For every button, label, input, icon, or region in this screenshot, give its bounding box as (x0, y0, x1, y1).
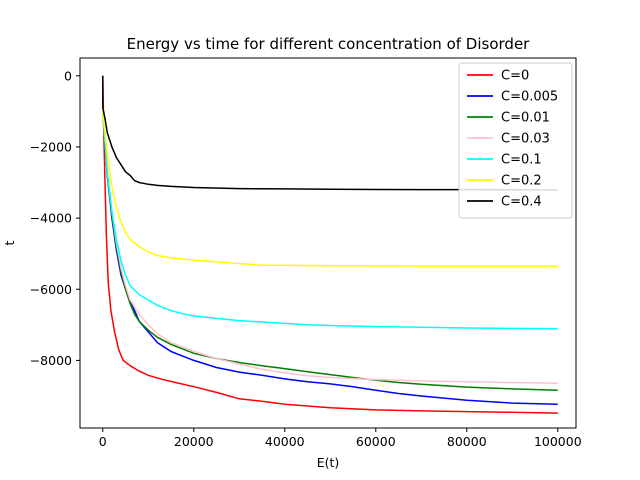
series-line-4 (102, 111, 558, 330)
x-tick-label-5: 100000 (534, 434, 582, 449)
x-tick-label-1: 20000 (174, 434, 214, 449)
y-tick-label-3: −6000 (30, 282, 72, 297)
legend-label-4: C=0.1 (501, 153, 542, 168)
x-axis-label: E(t) (317, 455, 340, 470)
x-tick-label-4: 80000 (447, 434, 487, 449)
legend-label-0: C=0 (501, 69, 529, 84)
y-tick-label-1: −2000 (30, 139, 72, 154)
series-line-6 (102, 75, 558, 191)
legend-label-3: C=0.03 (501, 132, 550, 147)
legend-label-1: C=0.005 (501, 90, 558, 105)
plot-lines (102, 75, 558, 414)
series-line-2 (102, 111, 558, 392)
y-axis-label: t (2, 240, 17, 245)
x-tick-label-0: 0 (99, 434, 107, 449)
series-line-0 (102, 75, 558, 414)
x-tick-label-2: 40000 (265, 434, 305, 449)
y-tick-label-2: −4000 (30, 211, 72, 226)
y-tick-label-4: −8000 (30, 353, 72, 368)
x-axis-ticks: 0 20000 40000 60000 80000 100000 (99, 428, 582, 449)
legend-label-2: C=0.01 (501, 111, 550, 126)
chart-title: Energy vs time for different concentrati… (127, 35, 531, 53)
legend-label-5: C=0.2 (501, 174, 542, 189)
x-tick-label-3: 60000 (356, 434, 396, 449)
legend: C=0 C=0.005 C=0.01 C=0.03 C=0.1 C=0.2 C=0.4 (458, 62, 573, 219)
y-tick-label-0: 0 (64, 68, 72, 83)
y-axis-ticks: 0 −2000 −4000 −6000 −8000 (30, 68, 80, 368)
plot-frame (79, 57, 577, 429)
series-line-5 (102, 111, 558, 267)
series-line-3 (102, 111, 558, 384)
legend-label-6: C=0.4 (501, 195, 542, 210)
